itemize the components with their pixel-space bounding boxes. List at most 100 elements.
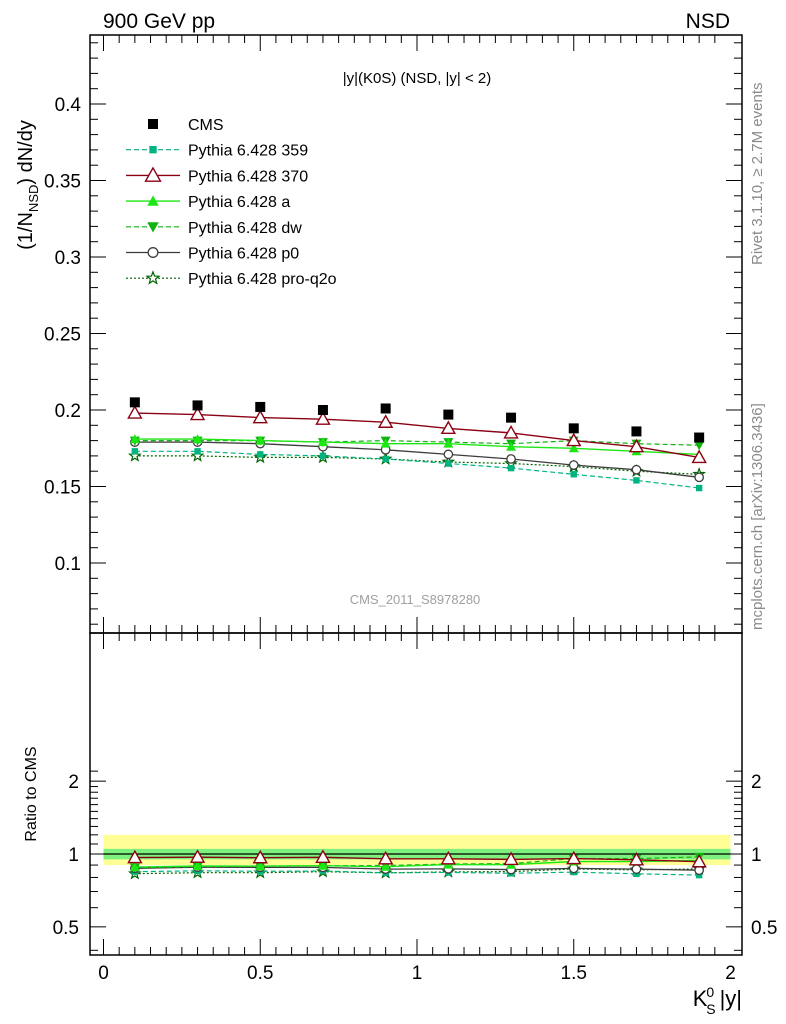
ratio-y-tick-label-right: 0.5 [751,918,777,939]
legend-label-a: Pythia 6.428 a [188,194,290,211]
ratio-point-a [380,861,391,871]
ratio-point-370 [503,851,519,866]
point-p0 [506,454,516,464]
x-tick-label: 0.5 [247,963,273,984]
ratio-point-a [192,861,203,871]
ratio-line-359 [134,870,700,876]
ratio-y-tick-label: 0.5 [53,918,79,939]
point-p0 [443,449,454,460]
point-cms [317,405,328,415]
ratio-y-tick-label: 2 [68,772,79,793]
y-tick-label: 0.3 [55,248,81,269]
point-370 [628,438,645,453]
point-359 [194,448,201,455]
main-title: |y|(K0S) (NSD, |y| < 2) [343,70,492,87]
ratio-point-359 [695,871,703,879]
watermark-label: CMS_2011_S8978280 [350,592,481,607]
y-tick-label: 0.4 [55,95,82,116]
series-line-359 [134,450,700,489]
point-p0 [694,472,705,483]
ratio-point-370 [315,849,331,864]
point-pro-q2o [127,448,142,462]
x-axis-label: K0 S |y| [693,984,742,1017]
point-pro-q2o [190,448,205,462]
point-cms [568,423,579,434]
point-370 [691,449,707,464]
ratio-line-p0 [134,866,700,871]
main-y-axis-label: (1/NNSD) dN/dy [15,120,41,250]
x-tick-label: 2 [725,963,736,984]
point-a [255,435,266,445]
point-cms [443,409,454,420]
series-line-a [134,438,700,456]
ratio-series-layer [127,849,707,880]
y-tick-label: 0.1 [55,554,81,575]
ratio-point-a [317,860,328,870]
point-cms [380,403,391,414]
point-359 [695,484,703,492]
point-a [443,438,454,448]
ratio-point-370 [377,850,394,865]
rivet-label: Rivet 3.1.10, ≥ 2.7M events [749,83,766,266]
point-p0 [568,460,579,470]
legend-marker-p0 [147,247,159,258]
legend-marker-pro-q2o [145,270,161,285]
legend-marker-370 [144,166,162,182]
point-359 [131,448,139,455]
ratio-point-370 [566,850,582,865]
legend-marker-359 [149,146,157,154]
point-370 [503,425,519,439]
legend-label-pro-q2o: Pythia 6.428 pro-q2o [188,271,337,288]
mcplots-label: mcplots.cern.ch [arXiv:1306.3436] [749,403,766,630]
x-tick-label: 1 [412,963,423,984]
point-cms [129,397,140,408]
point-a [568,443,579,453]
y-tick-label: 0.25 [44,325,81,346]
point-cms [255,401,266,412]
legend-label-dw: Pythia 6.428 dw [188,220,302,237]
point-cms [506,412,517,423]
main-series-layer [127,397,707,492]
point-a [380,438,391,448]
point-370 [127,405,143,419]
legend-marker-dw [147,222,159,233]
ratio-point-a [129,862,140,872]
ratio-point-370 [127,849,143,864]
point-370 [189,406,206,421]
x-tick-label: 0 [98,963,109,984]
ratio-y-tick-label: 1 [68,845,79,866]
point-a [317,437,328,447]
point-p0 [631,464,642,475]
ratio-point-p0 [631,864,642,874]
main-axis-ticks: 0.1 0.15 0.2 0.25 0.3 0.35 0.4 [44,35,742,633]
point-359 [257,451,264,458]
point-a [129,434,140,444]
legend-label-cms: CMS [188,117,224,134]
point-cms [694,432,705,443]
series-line-dw [134,439,700,446]
legend-label-p0: Pythia 6.428 p0 [188,246,299,263]
series-line-370 [134,412,700,459]
header-left-label: 900 GeV pp [103,10,215,33]
ratio-frame [89,632,743,956]
main-panel: 0.1 0.15 0.2 0.25 0.3 0.35 0.4 |y|(K0S) (NSD, … [15,34,743,634]
ratio-y-tick-label-right: 2 [751,772,762,793]
point-370 [440,420,457,435]
point-370 [252,409,268,424]
series-line-p0 [134,441,700,478]
y-tick-label: 0.2 [55,401,81,422]
point-359 [507,464,515,472]
ratio-point-a [255,861,266,871]
point-a [192,434,203,444]
ratio-panel: 0.5 0.5 1 1 2 2 0 0.5 1 1.5 2 Ratio to CMS K0 S |y| [23,632,777,1017]
point-359 [319,452,327,460]
point-359 [445,460,452,467]
ratio-point-370 [628,851,645,866]
point-370 [566,432,582,447]
y-tick-label: 0.35 [44,172,81,193]
series-line-pro-q2o [134,455,700,475]
legend-marker-a [147,195,159,206]
legend: CMS Pythia 6.428 359 Pythia 6.428 370 Pythi… [126,117,337,288]
point-370 [377,414,394,428]
